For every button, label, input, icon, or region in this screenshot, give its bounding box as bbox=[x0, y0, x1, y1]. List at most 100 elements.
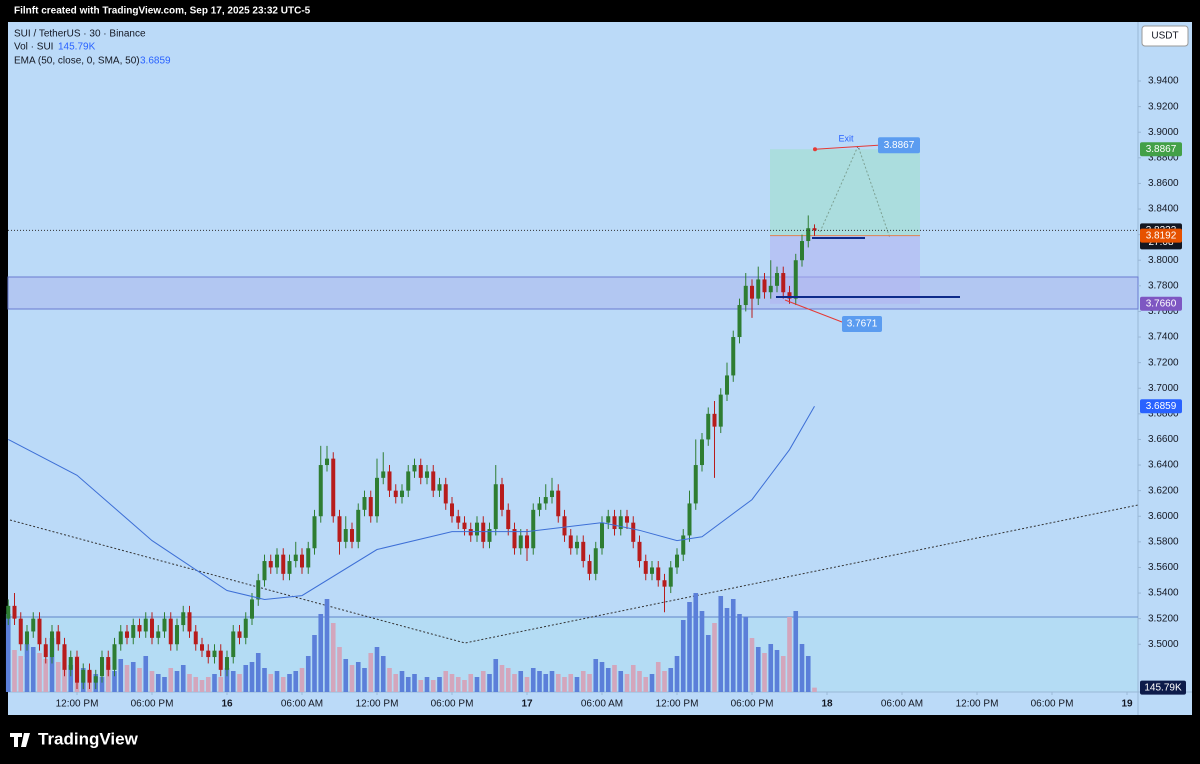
candle-body bbox=[581, 541, 586, 562]
volume-bar bbox=[37, 653, 42, 692]
candle-body bbox=[387, 471, 392, 491]
candle-body bbox=[712, 413, 717, 427]
candle-body bbox=[650, 567, 654, 574]
volume-bar bbox=[530, 668, 536, 692]
candle-body bbox=[450, 503, 454, 517]
volume-bar bbox=[455, 677, 461, 692]
volume-bar bbox=[649, 674, 655, 692]
candle-body bbox=[781, 273, 786, 293]
volume-bar bbox=[305, 656, 311, 692]
volume-bar bbox=[180, 665, 186, 692]
volume-bar bbox=[174, 671, 180, 692]
chart-area bbox=[8, 22, 1192, 715]
volume-bar bbox=[249, 662, 255, 692]
volume-bar bbox=[668, 668, 674, 692]
x-tick-label: 06:00 PM bbox=[1031, 699, 1074, 710]
candle-body bbox=[68, 657, 73, 670]
candle-body bbox=[212, 650, 217, 658]
volume-bar bbox=[12, 650, 17, 692]
candle-body bbox=[662, 580, 667, 587]
candle-body bbox=[406, 471, 411, 491]
volume-bar bbox=[137, 668, 142, 692]
volume-bar bbox=[299, 668, 305, 692]
y-tick-label: 3.6800 bbox=[1148, 408, 1179, 419]
volume-bar bbox=[762, 653, 767, 692]
volume-bar bbox=[524, 677, 530, 692]
candle-body bbox=[425, 471, 429, 478]
candle-body bbox=[718, 394, 723, 427]
volume-bar bbox=[293, 671, 299, 692]
volume-bar bbox=[262, 668, 267, 692]
volume-bar bbox=[699, 611, 705, 692]
volume-bar bbox=[580, 671, 586, 692]
candle-body bbox=[137, 625, 142, 632]
volume-bar bbox=[493, 659, 499, 692]
volume-bar bbox=[287, 674, 292, 692]
candle-body bbox=[693, 465, 698, 504]
y-tick-label: 3.6000 bbox=[1148, 511, 1179, 522]
volume-bar bbox=[405, 677, 411, 692]
candle-body bbox=[468, 529, 473, 536]
volume-bar bbox=[499, 665, 505, 692]
x-tick-label: 19 bbox=[1121, 699, 1133, 710]
volume-bar bbox=[368, 653, 374, 692]
volume-bar bbox=[124, 665, 130, 692]
candle-body bbox=[687, 503, 692, 536]
price-badge-text: 3.7660 bbox=[1146, 298, 1177, 309]
volume-bar bbox=[162, 677, 167, 692]
candle-body bbox=[637, 541, 642, 562]
volume-bar bbox=[768, 644, 774, 692]
x-tick-label: 16 bbox=[221, 699, 233, 710]
stop-callout-text: 3.7671 bbox=[847, 319, 878, 330]
volume-bar bbox=[437, 677, 442, 692]
volume-bar bbox=[537, 671, 542, 692]
y-tick-label: 3.6200 bbox=[1148, 485, 1179, 496]
y-tick-label: 3.8000 bbox=[1148, 255, 1179, 266]
candle-body bbox=[218, 650, 223, 670]
volume-bar bbox=[205, 677, 211, 692]
currency[interactable]: USDT bbox=[1151, 31, 1178, 42]
target-zone bbox=[770, 149, 920, 236]
volume-bar bbox=[349, 665, 355, 692]
candle-body bbox=[93, 676, 98, 683]
volume-bar bbox=[218, 677, 224, 692]
volume-bar bbox=[424, 677, 430, 692]
candle-body bbox=[812, 228, 817, 231]
volume-bar bbox=[255, 653, 261, 692]
candle-body bbox=[437, 484, 442, 491]
candle-body bbox=[118, 631, 123, 645]
y-tick-label: 3.5400 bbox=[1148, 588, 1179, 599]
volume-bar bbox=[155, 674, 161, 692]
volume-bar bbox=[693, 593, 699, 692]
trend-line bbox=[9, 504, 1139, 644]
candle-body bbox=[287, 561, 292, 574]
candle-body bbox=[675, 554, 679, 568]
volume-bar bbox=[268, 674, 274, 692]
volume-badge bbox=[1140, 680, 1186, 695]
legend-vol: Vol · SUI bbox=[14, 42, 53, 53]
currency-button[interactable] bbox=[1141, 25, 1189, 47]
candle-body bbox=[543, 497, 548, 504]
stop-callout bbox=[842, 316, 882, 332]
candle-body bbox=[193, 631, 198, 645]
ema-line bbox=[8, 406, 815, 600]
candle-body bbox=[518, 535, 523, 549]
volume-bar bbox=[399, 671, 405, 692]
candle-body bbox=[625, 516, 629, 523]
zone bbox=[7, 276, 1139, 310]
volume-bar bbox=[805, 656, 811, 692]
candle-body bbox=[300, 554, 304, 568]
candle-body bbox=[700, 439, 704, 466]
volume-bar bbox=[5, 614, 11, 692]
candle-body bbox=[756, 279, 761, 299]
candle-body bbox=[706, 413, 711, 440]
candle-body bbox=[593, 548, 598, 574]
candle-body bbox=[731, 337, 736, 376]
y-tick-label: 3.5600 bbox=[1148, 562, 1179, 573]
x-tick-label: 06:00 AM bbox=[581, 699, 623, 710]
candle-body bbox=[131, 625, 136, 638]
candle-body bbox=[350, 529, 354, 542]
y-tick-label: 3.7600 bbox=[1148, 306, 1179, 317]
candle-body bbox=[537, 503, 542, 510]
candle-body bbox=[81, 669, 86, 683]
